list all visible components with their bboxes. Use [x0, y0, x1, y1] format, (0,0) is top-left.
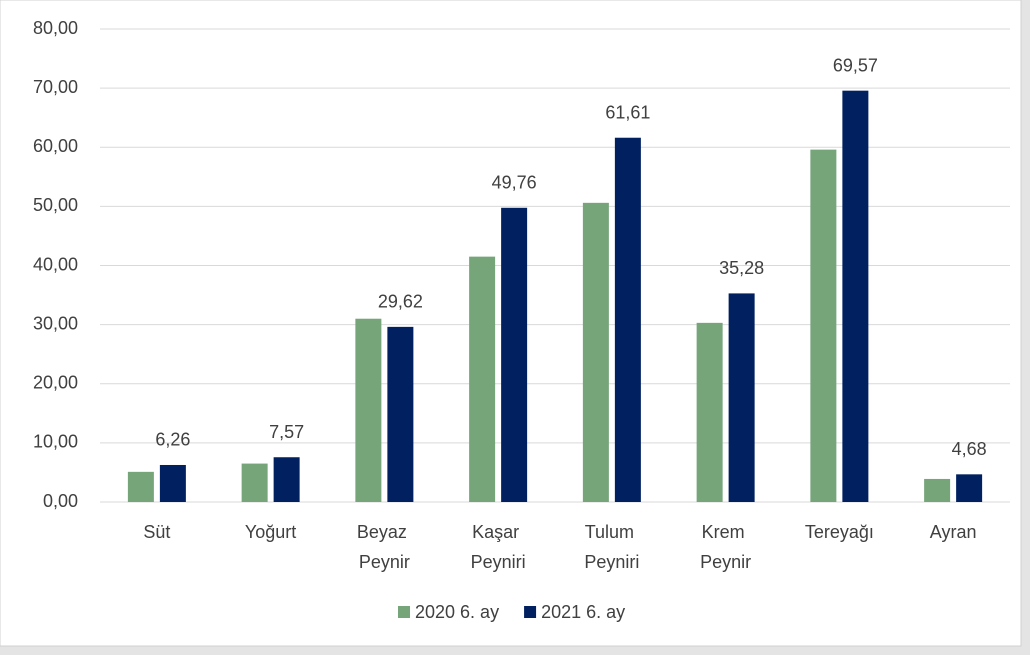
bar: [614, 137, 641, 502]
x-tick-label: Tereyağı: [805, 522, 874, 542]
y-tick-label: 30,00: [33, 313, 78, 333]
data-label: 69,57: [833, 55, 878, 75]
bar: [159, 464, 186, 502]
bar: [355, 318, 382, 502]
y-tick-label: 20,00: [33, 373, 78, 393]
bar: [127, 471, 154, 502]
bar: [956, 474, 983, 502]
y-tick-label: 50,00: [33, 195, 78, 215]
x-tick-label: Yoğurt: [245, 522, 296, 542]
data-label: 7,57: [269, 422, 304, 442]
y-tick-label: 40,00: [33, 254, 78, 274]
data-label: 6,26: [155, 430, 190, 450]
bar: [241, 463, 268, 502]
legend-swatch: [524, 606, 537, 618]
data-label: 61,61: [605, 102, 650, 122]
x-tick-label: Süt: [143, 522, 170, 542]
data-label: 49,76: [492, 173, 537, 193]
bar: [810, 149, 837, 503]
bar: [728, 293, 755, 502]
y-tick-label: 0,00: [43, 491, 78, 511]
legend-swatch: [398, 606, 410, 618]
x-tick-label: Ayran: [930, 522, 977, 542]
y-tick-label: 60,00: [33, 136, 78, 156]
bar: [469, 256, 496, 502]
x-tick-label: Krem Peynir: [700, 522, 751, 572]
x-tick-label: Beyaz Peynir: [357, 522, 412, 572]
x-tick-label: Tulum Peyniri: [584, 522, 639, 572]
legend-label: 2021 6. ay: [541, 602, 625, 622]
bar: [273, 457, 300, 502]
bar: [924, 478, 951, 502]
y-tick-label: 70,00: [33, 77, 78, 97]
bar: [696, 322, 723, 502]
y-tick-label: 80,00: [33, 18, 78, 38]
data-label: 35,28: [719, 258, 764, 278]
bar: [387, 326, 414, 502]
legend-label: 2020 6. ay: [415, 602, 499, 622]
bar: [501, 207, 528, 502]
data-label: 4,68: [952, 439, 987, 459]
bar: [842, 90, 869, 503]
y-tick-label: 10,00: [33, 432, 78, 452]
bar: [582, 202, 609, 502]
x-tick-label: Kaşar Peyniri: [471, 522, 526, 572]
data-label: 29,62: [378, 292, 423, 312]
